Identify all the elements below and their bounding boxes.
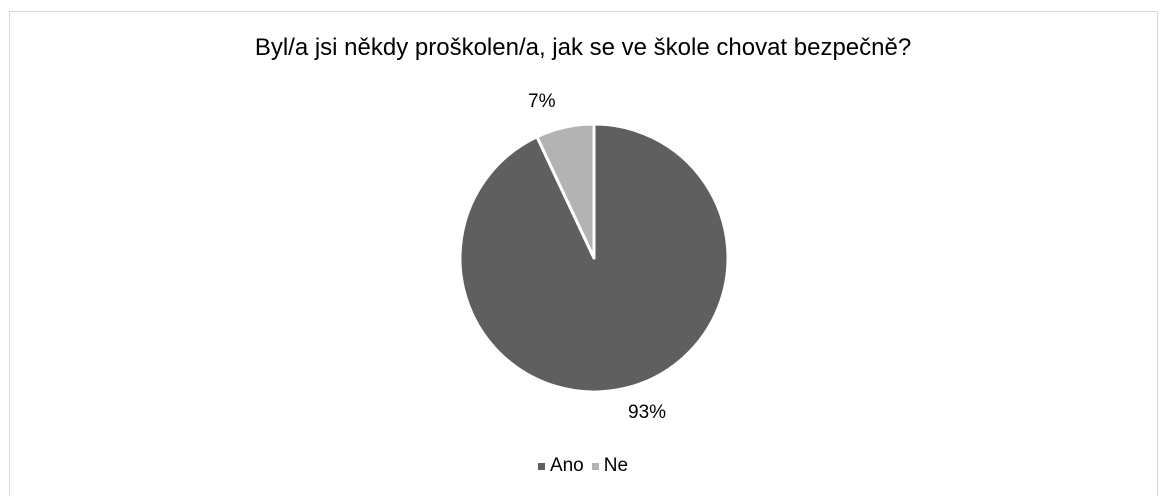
data-label-ne: 7% (528, 91, 556, 112)
data-label-ano: 93% (628, 402, 666, 423)
legend-item-ano: Ano (537, 455, 584, 477)
legend-label-ano: Ano (549, 455, 584, 476)
legend-label-ne: Ne (603, 455, 629, 476)
chart-title: Byl/a jsi někdy proškolen/a, jak se ve š… (254, 34, 912, 61)
legend-swatch-ano (537, 462, 545, 470)
legend-item-ne: Ne (591, 455, 629, 477)
legend-swatch-ne (591, 462, 599, 470)
legend: Ano Ne (0, 455, 1166, 477)
pie-slice-ne (535, 122, 596, 260)
